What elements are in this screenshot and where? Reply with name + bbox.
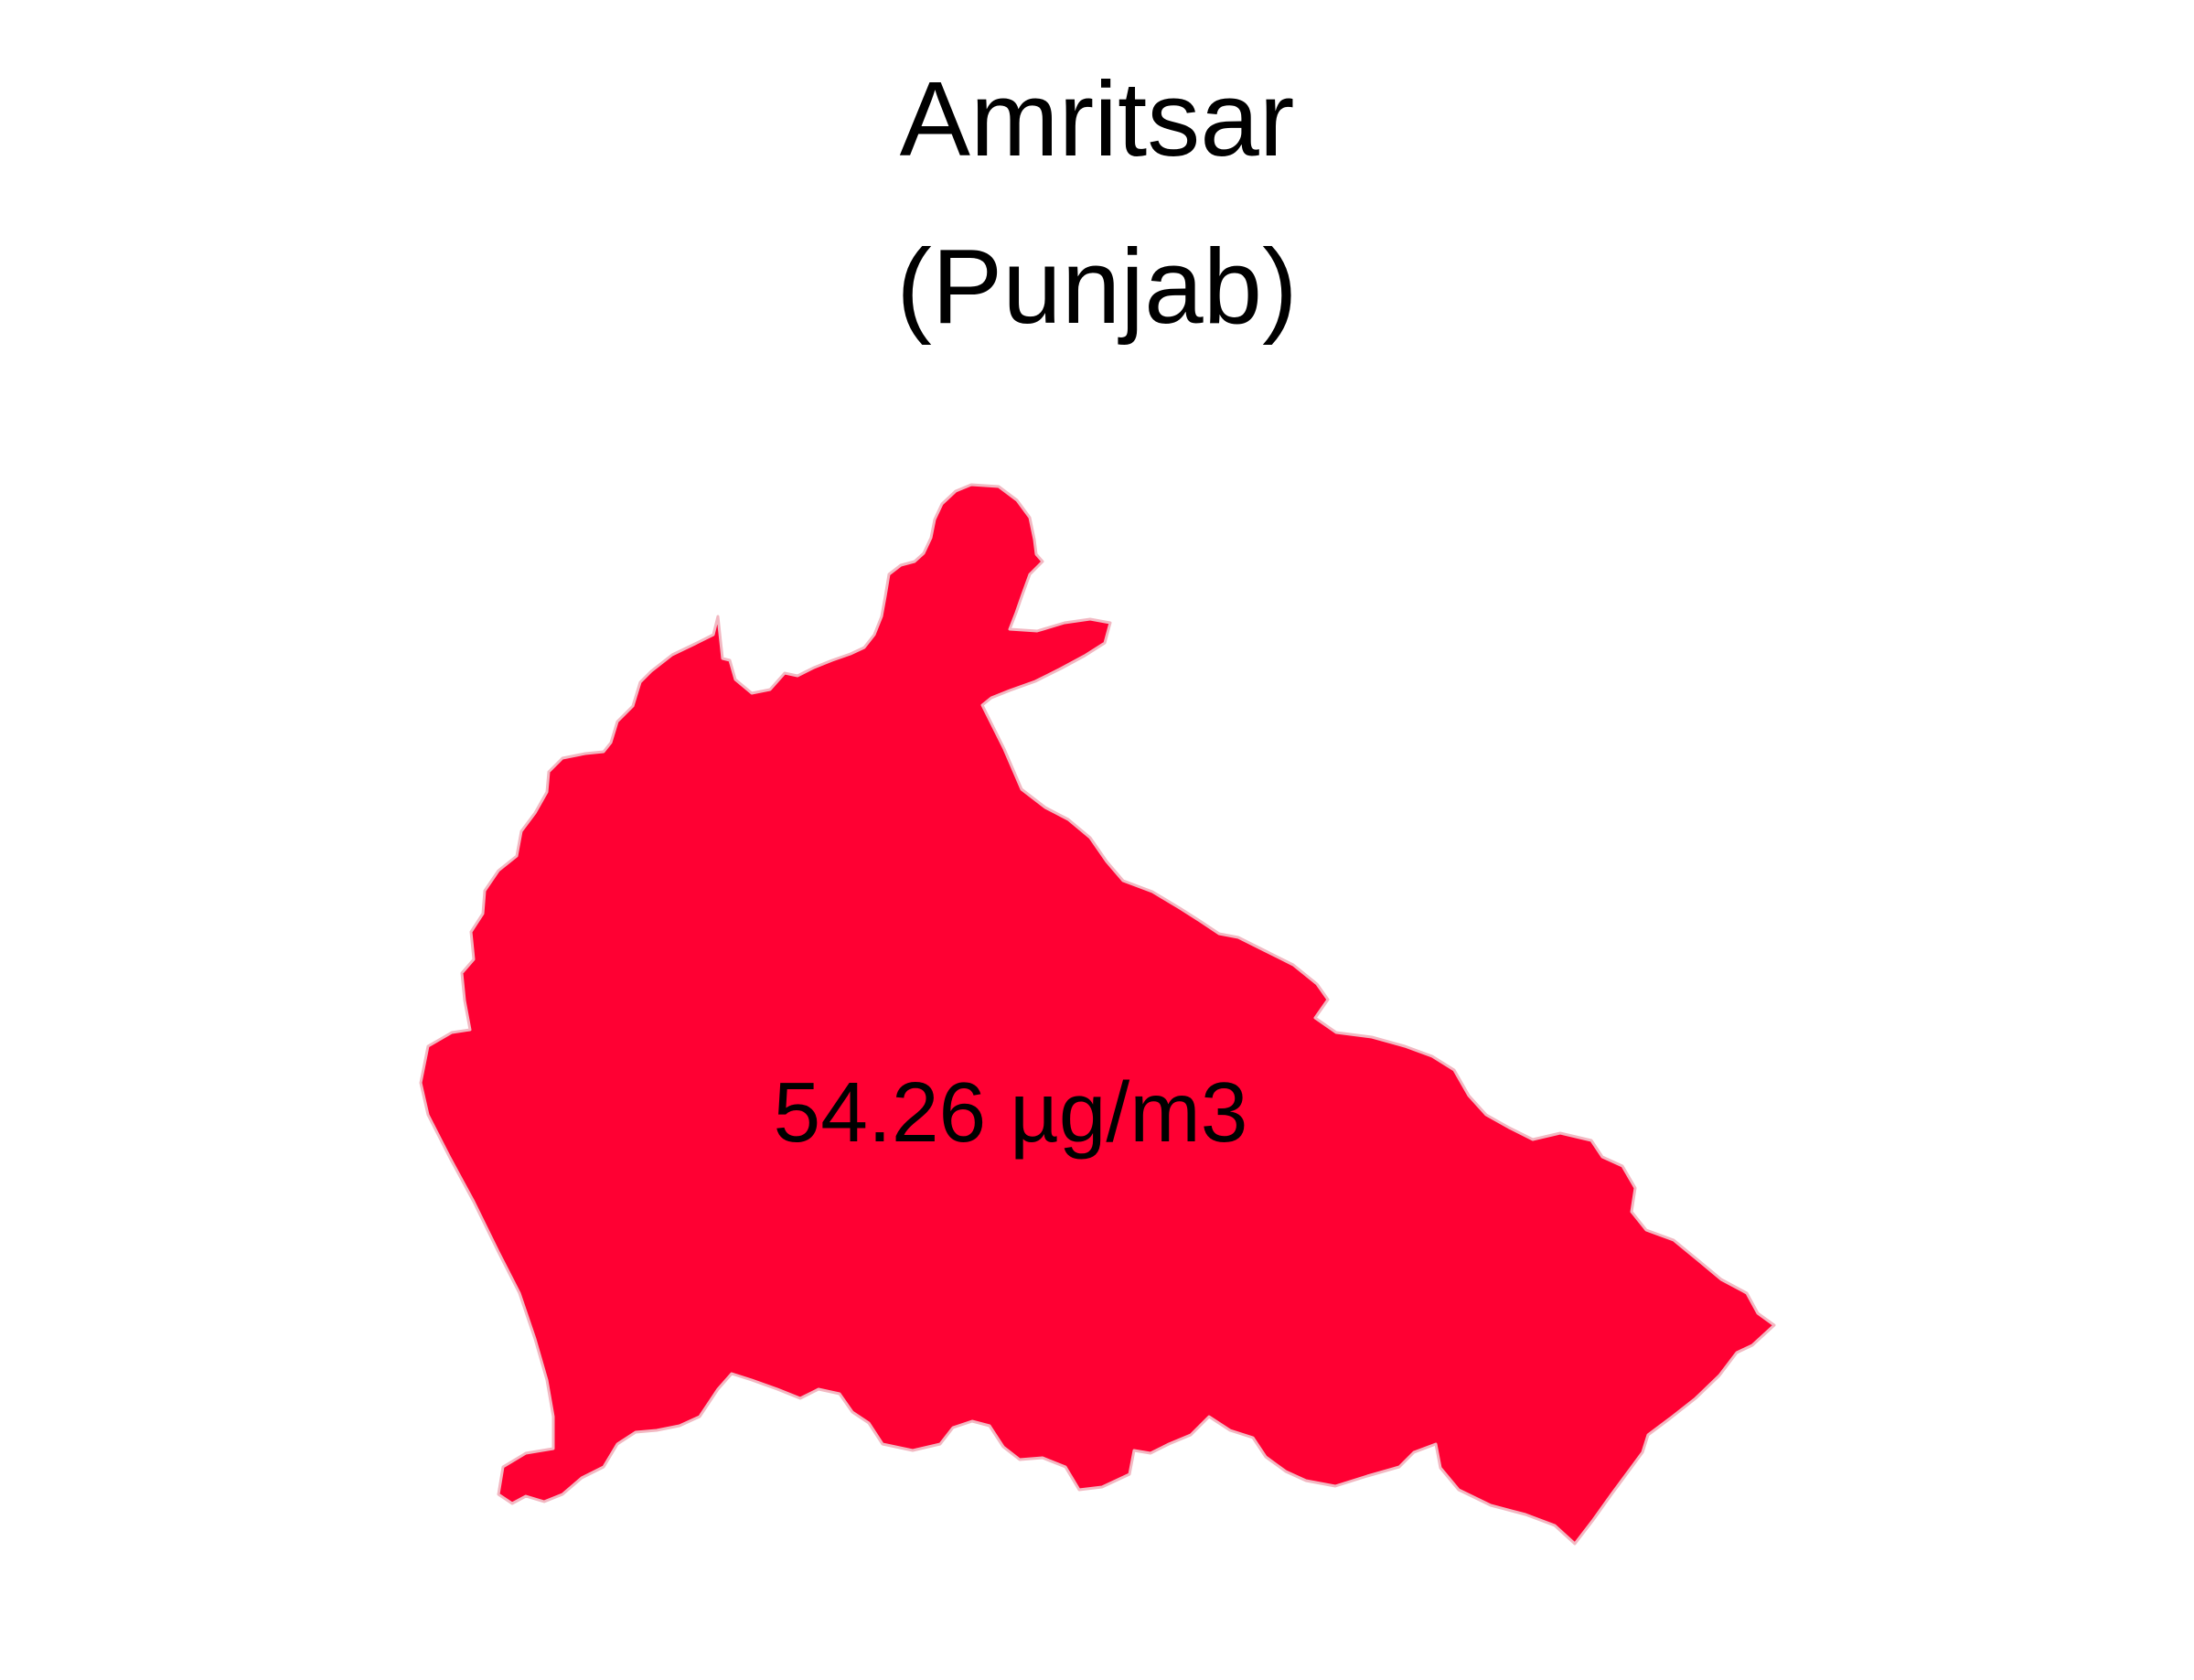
amritsar-district-shape	[419, 483, 1776, 1546]
pm25-value-label: 54.26 µg/m3	[773, 1065, 1248, 1160]
map-title: Amritsar	[899, 59, 1295, 178]
map-subtitle: (Punjab)	[896, 227, 1298, 346]
